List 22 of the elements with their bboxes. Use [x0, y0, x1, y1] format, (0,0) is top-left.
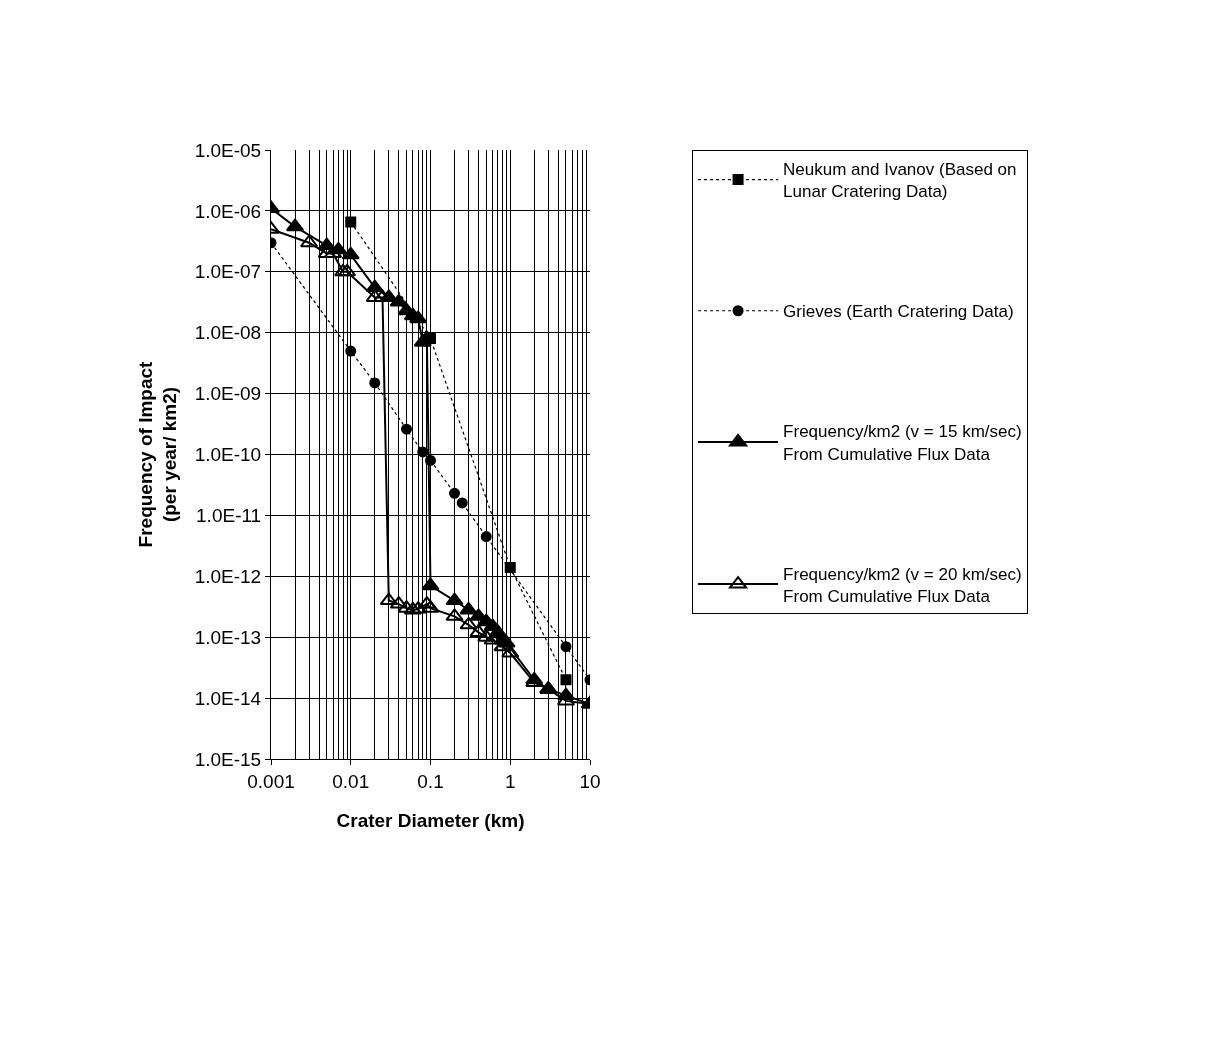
y-tick-label: 1.0E-10 [194, 444, 262, 466]
y-tick-label: 1.0E-06 [194, 200, 262, 222]
x-tick-label: 0.1 [417, 770, 444, 792]
legend-label: Frequency/km2 (v = 15 km/sec) From Cumulative Flux Data [783, 422, 1022, 464]
y-tick-label: 1.0E-12 [194, 565, 262, 587]
x-tick-label: 10 [579, 770, 601, 792]
x-tick-label: 0.001 [247, 770, 295, 792]
x-axis-title: Crater Diameter (km) [336, 809, 525, 831]
y-tick-label: 1.0E-09 [194, 383, 262, 405]
legend-label: Frequency/km2 (v = 20 km/sec) From Cumulative Flux Data [783, 564, 1022, 606]
x-tick-label: 1 [504, 770, 516, 792]
y-tick-label: 1.0E-13 [194, 626, 262, 648]
y-tick-label: 1.0E-11 [196, 505, 262, 527]
y-tick-label: 1.0E-14 [194, 687, 262, 709]
y-tick-label: 1.0E-15 [194, 748, 262, 770]
legend-label: Grieves (Earth Cratering Data) [783, 302, 1014, 322]
y-axis-title: Frequency of Impact (per year/ km2) [134, 360, 181, 548]
y-tick-label: 1.0E-07 [194, 261, 262, 283]
y-tick-label: 1.0E-05 [194, 139, 262, 161]
y-tick-label: 1.0E-08 [194, 322, 262, 344]
legend-label: Neukum and Ivanov (Based on Lunar Cratering Data) [783, 160, 1017, 202]
x-tick-label: 0.01 [332, 770, 370, 792]
